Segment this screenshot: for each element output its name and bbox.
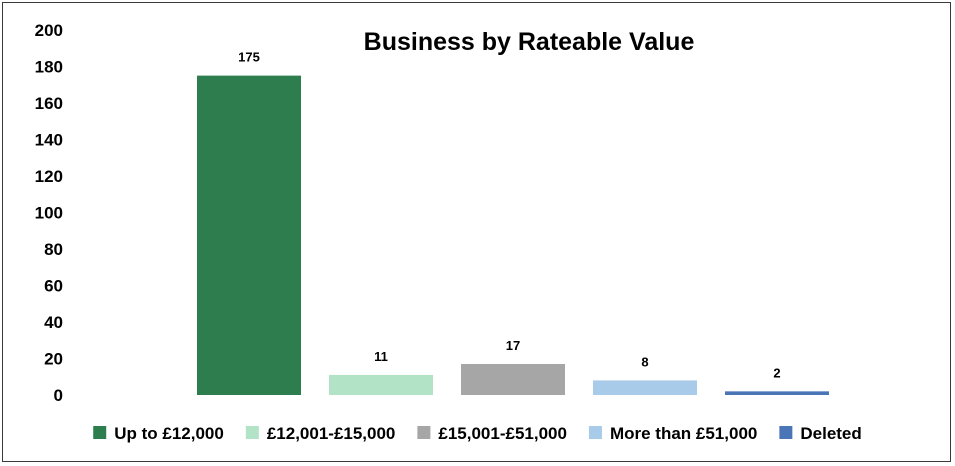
data-label: 8 <box>641 354 648 369</box>
legend-swatch <box>417 426 431 439</box>
legend-swatch <box>779 426 793 439</box>
data-label: 2 <box>773 365 780 380</box>
data-label: 175 <box>238 50 260 65</box>
legend-label: Up to £12,000 <box>114 424 224 443</box>
data-label: 17 <box>506 338 520 353</box>
y-tick-label: 160 <box>35 94 63 113</box>
bar <box>725 391 829 395</box>
y-tick-label: 120 <box>35 167 63 186</box>
legend-swatch <box>245 426 259 439</box>
legend-swatch <box>588 426 602 439</box>
y-tick-label: 60 <box>44 277 63 296</box>
y-tick-label: 200 <box>35 21 63 40</box>
bar <box>593 380 697 395</box>
legend: Up to £12,000 £12,001-£15,000 £15,001-£51,… <box>93 424 862 443</box>
data-label: 11 <box>374 349 388 364</box>
y-tick-label: 20 <box>44 350 63 369</box>
legend-item: Deleted <box>779 424 862 443</box>
bar <box>329 374 433 395</box>
y-tick-label: 40 <box>44 313 63 332</box>
y-axis: 0 20 40 60 80 100 120 140 160 180 200 <box>35 21 63 405</box>
y-tick-label: 180 <box>35 58 63 77</box>
bar <box>197 75 301 395</box>
y-tick-label: 140 <box>35 131 63 150</box>
legend-swatch <box>93 426 107 439</box>
legend-item: £15,001-£51,000 <box>417 424 567 443</box>
y-tick-label: 100 <box>35 204 63 223</box>
y-tick-label: 0 <box>54 386 63 405</box>
legend-item: More than £51,000 <box>588 424 757 443</box>
legend-item: Up to £12,000 <box>93 424 224 443</box>
legend-label: More than £51,000 <box>610 424 757 443</box>
y-tick-label: 80 <box>44 240 63 259</box>
bars: 175 11 17 8 2 <box>197 50 829 395</box>
legend-item: £12,001-£15,000 <box>245 424 396 443</box>
chart-title: Business by Rateable Value <box>364 28 695 56</box>
legend-label: Deleted <box>800 424 861 443</box>
bar <box>461 363 565 395</box>
legend-label: £12,001-£15,000 <box>267 424 396 443</box>
legend-label: £15,001-£51,000 <box>438 424 567 443</box>
